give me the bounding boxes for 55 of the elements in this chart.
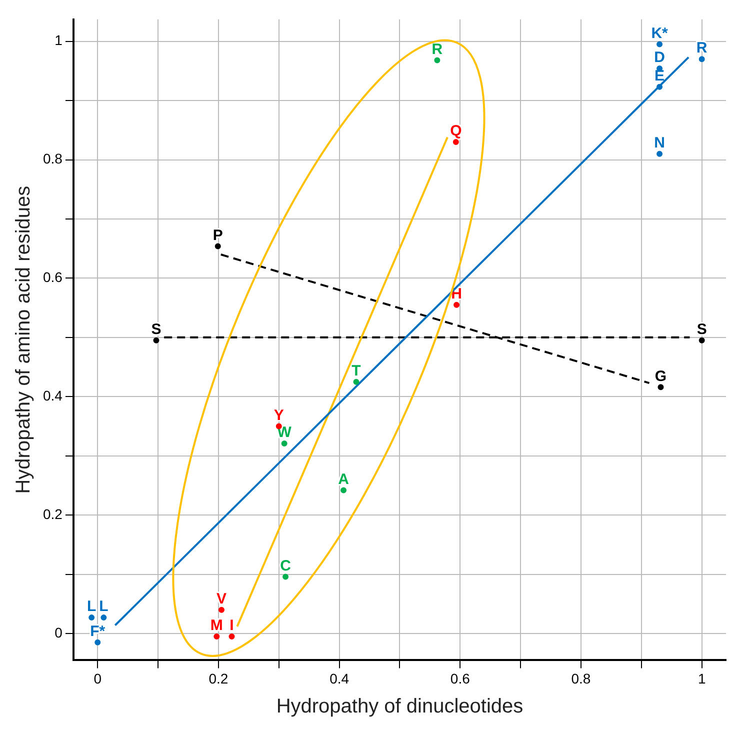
point bbox=[88, 614, 95, 621]
point bbox=[218, 606, 224, 613]
data-label: F* bbox=[90, 623, 106, 640]
point bbox=[100, 614, 107, 621]
point bbox=[281, 440, 288, 446]
data-label: M bbox=[210, 617, 223, 634]
data-label: G bbox=[654, 368, 667, 385]
point bbox=[340, 487, 347, 494]
x-tick-label: 1 bbox=[698, 670, 706, 686]
data-label: Q bbox=[450, 122, 462, 140]
point bbox=[214, 243, 221, 250]
point bbox=[454, 302, 460, 308]
data-label: D bbox=[654, 49, 666, 66]
point bbox=[656, 41, 663, 48]
x-tick-label: 0.6 bbox=[450, 670, 470, 686]
point bbox=[698, 337, 705, 344]
y-tick-label: 0.6 bbox=[42, 269, 63, 286]
data-label: S bbox=[696, 321, 707, 338]
point bbox=[452, 138, 459, 145]
x-tick-label: 0 bbox=[94, 670, 102, 686]
point bbox=[153, 337, 160, 344]
data-label: V bbox=[216, 590, 226, 608]
y-tick-label: 1 bbox=[54, 32, 63, 48]
data-label: S bbox=[151, 321, 162, 338]
point bbox=[214, 634, 220, 640]
y-tick-label: 0 bbox=[54, 624, 63, 640]
point bbox=[434, 57, 440, 64]
data-label: P bbox=[212, 226, 223, 244]
data-label: R bbox=[432, 40, 443, 58]
data-label: A bbox=[338, 470, 350, 488]
x-axis-title: Hydropathy of dinucleotides bbox=[276, 696, 524, 718]
point bbox=[656, 84, 663, 90]
data-label: C bbox=[280, 557, 292, 574]
x-tick-label: 0.4 bbox=[330, 670, 350, 686]
point bbox=[658, 384, 664, 390]
x-tick-label: 0.8 bbox=[571, 670, 591, 686]
x-tick-label: 0.2 bbox=[208, 670, 228, 686]
data-label: T bbox=[352, 362, 361, 380]
point bbox=[228, 634, 235, 640]
data-label: L bbox=[99, 598, 108, 616]
data-label: K* bbox=[651, 24, 668, 42]
point bbox=[282, 574, 289, 580]
point bbox=[698, 56, 705, 62]
data-label: N bbox=[654, 134, 665, 152]
data-label: I bbox=[230, 617, 234, 634]
point bbox=[656, 150, 663, 157]
y-tick-label: 0.4 bbox=[42, 388, 63, 404]
point bbox=[94, 639, 101, 646]
y-axis-title: Hydropathy of amino acid residues bbox=[12, 186, 35, 494]
data-label: R bbox=[696, 40, 708, 57]
data-label: L bbox=[87, 598, 96, 616]
y-tick-label: 0.8 bbox=[42, 150, 63, 167]
point bbox=[353, 378, 360, 385]
y-tick-label: 0.2 bbox=[42, 506, 63, 522]
data-label: Y bbox=[274, 406, 284, 424]
